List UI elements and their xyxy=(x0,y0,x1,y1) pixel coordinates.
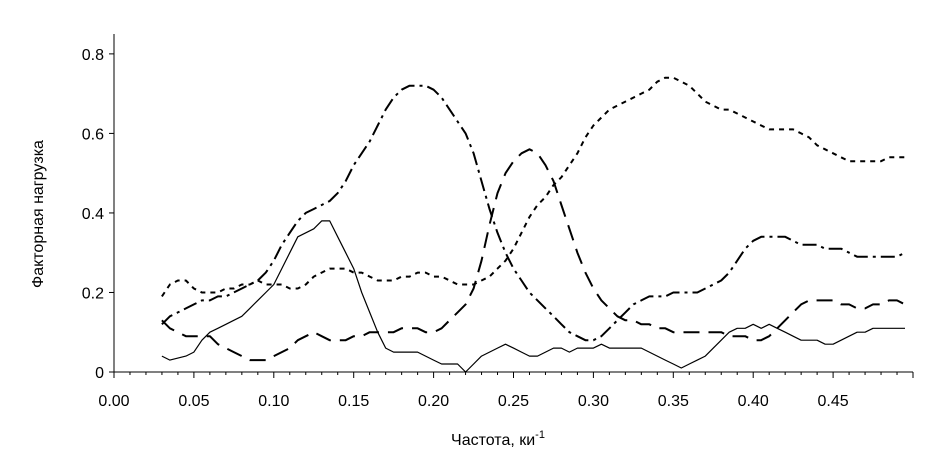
series-line-1-solid xyxy=(161,220,905,373)
y-tick-label: 0.8 xyxy=(82,47,104,64)
x-axis-title: Частота, ки-1 xyxy=(451,429,545,449)
x-tick-label: 0.45 xyxy=(818,393,849,410)
y-tick-label: 0.6 xyxy=(82,126,104,143)
x-tick-label: 0.40 xyxy=(738,393,769,410)
y-axis-title: Факторная нагрузка xyxy=(30,140,47,288)
x-tick-label: 0.15 xyxy=(338,393,369,410)
y-tick-label: 0.4 xyxy=(82,206,104,223)
x-tick-label: 0.30 xyxy=(578,393,609,410)
x-axis-title-text: Частота, ки xyxy=(451,432,535,449)
x-tick-label: 0.35 xyxy=(658,393,689,410)
series-line-2-long-dash xyxy=(161,148,906,362)
x-tick-label: 0.25 xyxy=(498,393,529,410)
x-tick-label: 0.10 xyxy=(258,393,289,410)
series-line-4-short-dash xyxy=(161,76,905,297)
axes: 0 0.2 0.4 0.6 0.8 0.00 0.05 0.10 0.15 0.20 0.25 0.3… xyxy=(82,34,914,410)
x-tick-label: 0.05 xyxy=(178,393,209,410)
x-tick-label: 0.20 xyxy=(418,393,449,410)
series-line-3-dash-dot xyxy=(161,84,906,342)
series-layer xyxy=(161,76,906,373)
x-tick-label: 0.00 xyxy=(98,393,129,410)
x-axis-title-superscript: -1 xyxy=(535,429,545,441)
y-tick-label: 0.2 xyxy=(82,285,104,302)
y-tick-label: 0 xyxy=(95,365,104,382)
